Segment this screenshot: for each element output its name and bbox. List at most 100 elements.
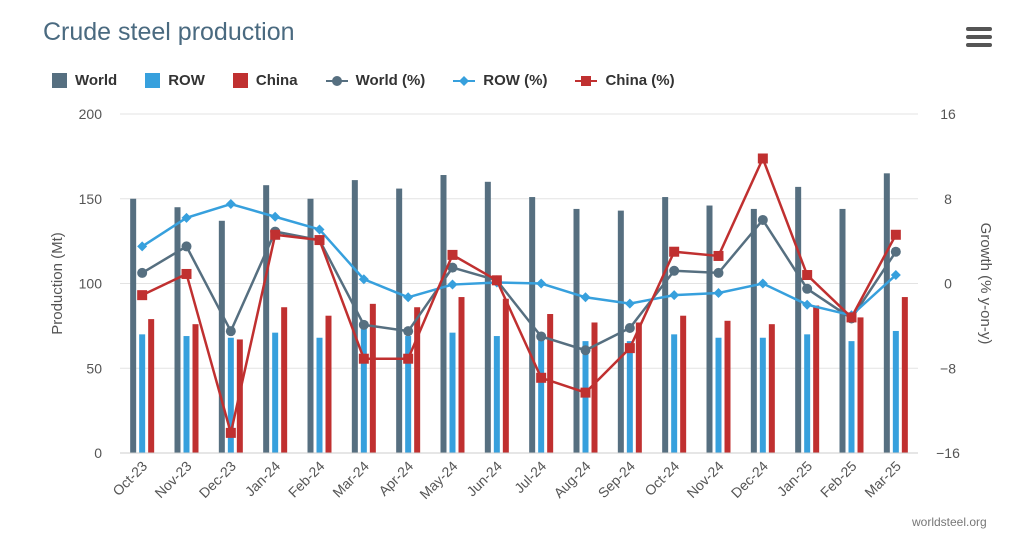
bar-world: [750, 208, 757, 453]
bar-row: [715, 337, 722, 453]
marker-china: [270, 229, 281, 240]
marker-china: [314, 235, 325, 246]
legend-swatch: [145, 73, 161, 88]
bar-row: [272, 332, 279, 453]
bar-china: [325, 315, 332, 453]
bar-row: [227, 337, 234, 453]
bar-world: [839, 208, 846, 453]
bar-row: [405, 336, 412, 453]
legend-label: World (%): [355, 72, 426, 89]
marker-china: [137, 290, 148, 301]
y-tick-label: 200: [79, 106, 103, 122]
marker-row: [757, 278, 768, 289]
marker-china: [536, 372, 547, 383]
bar-world: [396, 188, 403, 453]
bar-row: [360, 325, 367, 453]
chart-title: Crude steel production: [43, 18, 295, 46]
marker-row: [181, 212, 192, 223]
marker-row: [536, 278, 547, 289]
bar-world: [662, 197, 669, 453]
legend-label: ROW (%): [483, 72, 548, 89]
x-tick-label: Nov-24: [683, 458, 726, 501]
x-tick-label: Dec-24: [728, 458, 771, 501]
credit-text: worldsteel.org: [912, 515, 987, 529]
y-axis-title: Production (Mt): [49, 232, 66, 335]
bar-china: [680, 315, 687, 453]
marker-row: [225, 199, 236, 210]
bar-china: [369, 303, 376, 453]
bar-world: [351, 180, 358, 454]
x-tick-label: May-24: [416, 458, 460, 502]
marker-row: [270, 211, 281, 222]
x-tick-label: Feb-24: [285, 458, 328, 501]
bar-china: [148, 319, 155, 453]
bar-row: [626, 341, 633, 453]
x-tick-label: Oct-24: [641, 458, 682, 499]
bar-china: [857, 317, 864, 453]
legend-item-world[interactable]: World (%): [325, 72, 426, 89]
marker-row: [580, 292, 591, 303]
hamburger-menu-icon[interactable]: [966, 27, 992, 51]
x-tick-label: Oct-23: [109, 458, 150, 499]
marker-china: [624, 343, 635, 354]
y-right-tick-label: −8: [940, 360, 956, 376]
marker-china: [669, 246, 680, 257]
legend-swatch: [52, 73, 67, 88]
bar-row: [804, 334, 811, 453]
bar-china: [813, 305, 820, 453]
legend-item-china[interactable]: China: [232, 72, 298, 89]
bar-world: [174, 207, 181, 453]
legend-item-world[interactable]: World: [52, 72, 117, 89]
marker-world: [802, 283, 813, 294]
bar-world: [706, 205, 713, 453]
y-tick-label: 50: [86, 360, 102, 376]
marker-world: [890, 246, 901, 257]
bar-row: [538, 336, 545, 453]
bar-row: [848, 341, 855, 453]
bar-row: [139, 334, 146, 453]
x-tick-label: Jan-25: [774, 458, 816, 500]
bar-china: [502, 298, 509, 453]
y-right-tick-label: 8: [944, 191, 952, 207]
y-right-tick-label: 0: [944, 276, 952, 292]
legend-item-china[interactable]: China (%): [575, 72, 675, 89]
bar-world: [130, 198, 137, 453]
x-tick-label: Aug-24: [550, 458, 593, 501]
bar-china: [414, 307, 421, 453]
marker-row: [314, 224, 325, 235]
bar-china: [635, 322, 642, 453]
bar-row: [183, 336, 190, 453]
marker-world: [137, 267, 148, 278]
marker-china: [403, 353, 414, 364]
marker-world: [713, 267, 724, 278]
bar-row: [449, 332, 456, 453]
marker-world: [447, 262, 458, 273]
bar-china: [591, 322, 598, 453]
legend-item-row[interactable]: ROW: [145, 72, 205, 89]
marker-china: [491, 275, 502, 286]
legend-label: China (%): [605, 72, 675, 89]
bar-china: [281, 307, 288, 453]
y-right-tick-label: 16: [940, 106, 956, 122]
x-tick-label: Jan-24: [242, 458, 284, 500]
legend-line-swatch: [325, 75, 348, 86]
marker-row: [713, 288, 724, 299]
marker-china: [580, 387, 591, 398]
marker-china: [358, 353, 369, 364]
legend-line-swatch: [575, 75, 598, 86]
line-row: [141, 202, 897, 317]
marker-row: [890, 270, 901, 281]
bar-world: [883, 173, 890, 453]
legend-item-row[interactable]: ROW (%): [453, 72, 547, 89]
marker-china: [890, 229, 901, 240]
y-tick-label: 0: [94, 445, 102, 461]
bar-row: [759, 337, 766, 453]
bar-row: [493, 336, 500, 453]
marker-row: [624, 298, 635, 309]
x-tick-label: Dec-23: [196, 458, 239, 501]
line-world: [141, 217, 897, 352]
y-right-tick-label: −16: [936, 445, 960, 461]
marker-row: [358, 274, 369, 285]
marker-world: [225, 326, 236, 337]
